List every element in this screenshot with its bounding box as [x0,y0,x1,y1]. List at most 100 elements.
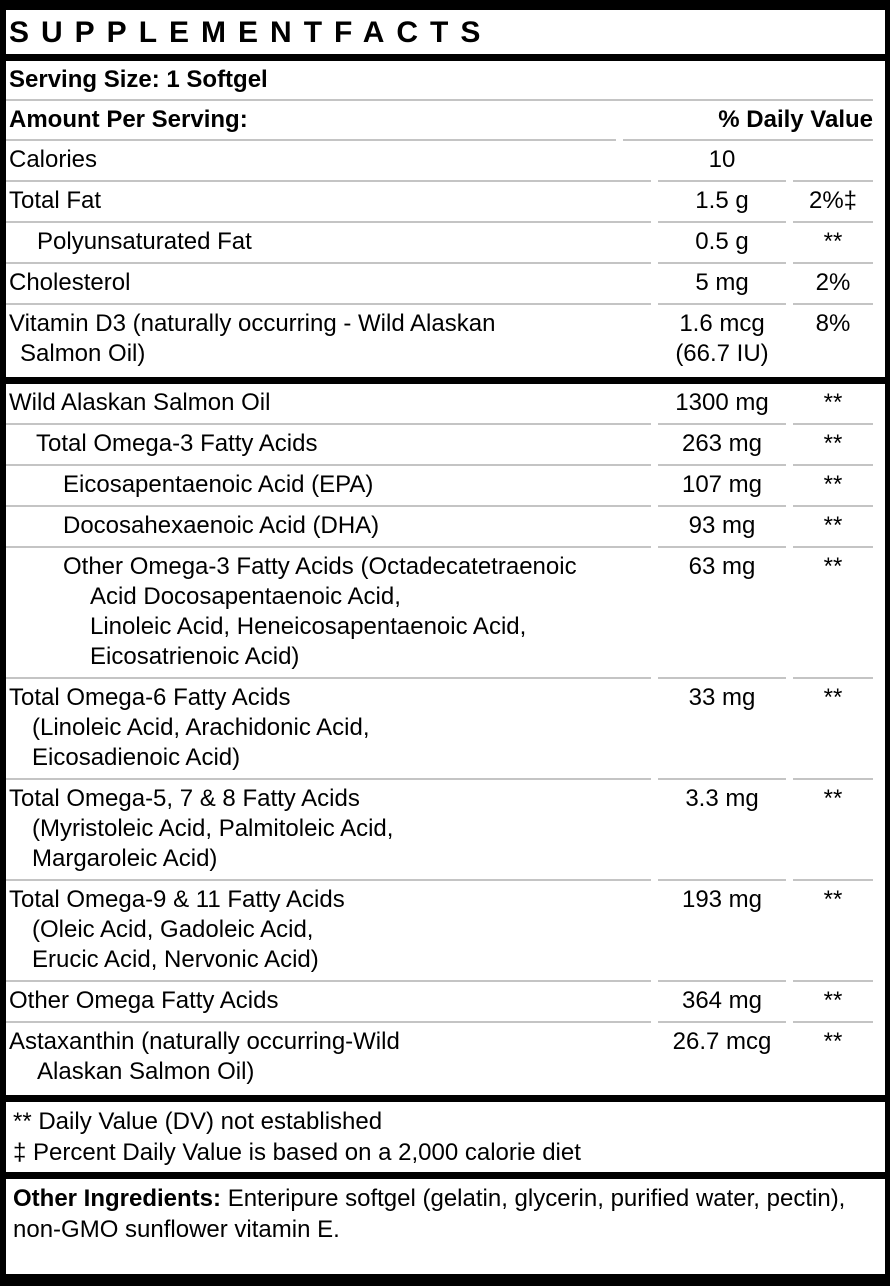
nutrient-name-line: (Myristoleic Acid, Palmitoleic Acid, [32,815,394,842]
serving-size: Serving Size: 1 Softgel [6,61,873,101]
nutrient-name-line: Vitamin D3 (naturally occurring - Wild A… [9,310,496,337]
nutrient-name-line: Linoleic Acid, Heneicosapentaenoic Acid, [90,613,527,640]
nutrient-amount-line: 63 mg [688,553,756,580]
nutrient-name-line: Erucic Acid, Nervonic Acid) [32,946,319,973]
nutrient-row: Other Omega Fatty Acids 364 mg ** [6,982,873,1023]
nutrient-name: Total Omega-5, 7 & 8 Fatty Acids (Myristo… [6,780,651,881]
nutrient-daily-value-text: ** [823,430,843,457]
nutrient-amount-line: 3.3 mg [685,785,759,812]
nutrient-row: Calories 10 [6,141,873,182]
nutrient-daily-value: ** [793,548,873,679]
nutrient-row: Polyunsaturated Fat 0.5 g ** [6,223,873,264]
label-title: SUPPLEMENTFACTS [6,10,885,61]
nutrient-amount: 1.6 mcg (66.7 IU) [658,305,786,377]
nutrient-daily-value: 2% [793,264,873,305]
nutrient-name: Total Omega-3 Fatty Acids [6,425,651,466]
nutrient-name-line: Total Omega-5, 7 & 8 Fatty Acids [9,785,360,812]
nutrient-name-line: Total Fat [9,187,102,214]
footnote-percent-dv: ‡ Percent Daily Value is based on a 2,00… [13,1139,581,1166]
nutrient-daily-value: ** [793,982,873,1023]
nutrient-row: Astaxanthin (naturally occurring-Wild Ala… [6,1023,873,1095]
nutrient-name-line: Other Omega Fatty Acids [9,987,279,1014]
other-ingredients-label: Other Ingredients: [13,1185,222,1212]
nutrient-name-line: Calories [9,146,98,173]
nutrient-amount: 1300 mg [658,384,786,425]
nutrient-amount: 63 mg [658,548,786,679]
nutrient-amount-line: 10 [708,146,736,173]
nutrient-name: Eicosapentaenoic Acid (EPA) [6,466,651,507]
nutrient-amount-line: 1300 mg [675,389,769,416]
nutrient-row: Total Omega-3 Fatty Acids 263 mg ** [6,425,873,466]
nutrient-amount: 107 mg [658,466,786,507]
nutrient-amount: 3.3 mg [658,780,786,881]
column-header-row: Amount Per Serving: % Daily Value [6,101,873,141]
nutrient-name-line: Docosahexaenoic Acid (DHA) [63,512,380,539]
nutrient-daily-value-text: ** [823,1028,843,1055]
nutrient-daily-value: 2%‡ [793,182,873,223]
nutrient-daily-value-text: ** [823,987,843,1014]
nutrient-name: Cholesterol [6,264,651,305]
nutrient-daily-value: ** [793,466,873,507]
nutrient-name-line: Wild Alaskan Salmon Oil [9,389,271,416]
nutrient-amount: 193 mg [658,881,786,982]
nutrient-amount: 0.5 g [658,223,786,264]
nutrient-name-line: Total Omega-6 Fatty Acids [9,684,291,711]
other-ingredients: Other Ingredients: Enteripure softgel (g… [6,1179,885,1249]
nutrient-row: Wild Alaskan Salmon Oil 1300 mg ** [6,384,873,425]
section-divider [6,377,885,384]
daily-value-header: % Daily Value [623,101,873,141]
nutrient-name: Other Omega-3 Fatty Acids (Octadecatetra… [6,548,651,679]
nutrient-row: Eicosapentaenoic Acid (EPA) 107 mg ** [6,466,873,507]
nutrient-name-line: Salmon Oil) [20,340,146,367]
nutrient-name-line: Other Omega-3 Fatty Acids (Octadecatetra… [63,553,577,580]
nutrient-name: Polyunsaturated Fat [6,223,651,264]
nutrient-amount-line: 263 mg [681,430,763,457]
nutrient-daily-value: 8% [793,305,873,377]
nutrient-rows: Calories 10 Total Fat 1.5 g 2%‡ Polyunsaturat… [6,141,885,1102]
nutrient-amount-line: 93 mg [688,512,756,539]
nutrient-amount: 33 mg [658,679,786,780]
nutrient-name-line: (Oleic Acid, Gadoleic Acid, [32,916,314,943]
nutrient-name: Total Fat [6,182,651,223]
nutrient-row: Total Omega-6 Fatty Acids (Linoleic Acid,… [6,679,873,780]
nutrient-daily-value: ** [793,425,873,466]
amount-per-serving-header: Amount Per Serving: [6,101,616,141]
nutrient-daily-value-text: ** [823,684,843,711]
nutrient-name-line: (Linoleic Acid, Arachidonic Acid, [32,714,370,741]
nutrient-daily-value: ** [793,881,873,982]
nutrient-amount-line: 5 mg [695,269,749,296]
nutrient-daily-value-text: ** [823,785,843,812]
nutrient-daily-value-text: ** [823,512,843,539]
nutrient-name-line: Total Omega-9 & 11 Fatty Acids [9,886,345,913]
nutrient-name-line: Alaskan Salmon Oil) [37,1058,255,1085]
nutrient-daily-value-text: 2%‡ [808,187,858,214]
nutrient-row: Vitamin D3 (naturally occurring - Wild A… [6,305,873,377]
nutrient-daily-value-text: 8% [815,310,851,337]
nutrient-name: Astaxanthin (naturally occurring-Wild Ala… [6,1023,651,1095]
nutrient-daily-value-text: ** [823,228,843,255]
nutrient-name-line: Eicosapentaenoic Acid (EPA) [63,471,374,498]
nutrient-name: Total Omega-9 & 11 Fatty Acids (Oleic Aci… [6,881,651,982]
footnotes: ** Daily Value (DV) not established ‡ Pe… [6,1102,885,1172]
nutrient-name: Other Omega Fatty Acids [6,982,651,1023]
nutrient-name-line: Acid Docosapentaenoic Acid, [90,583,401,610]
nutrient-amount-line: 364 mg [681,987,763,1014]
nutrient-daily-value-text: ** [823,886,843,913]
nutrient-row: Total Fat 1.5 g 2%‡ [6,182,873,223]
nutrient-daily-value: ** [793,507,873,548]
nutrient-amount-line: 1.6 mcg [679,310,765,337]
nutrient-amount-line: 26.7 mcg [672,1028,772,1055]
nutrient-daily-value-text: ** [823,389,843,416]
nutrient-name: Docosahexaenoic Acid (DHA) [6,507,651,548]
nutrient-daily-value: ** [793,384,873,425]
nutrient-row: Docosahexaenoic Acid (DHA) 93 mg ** [6,507,873,548]
nutrient-name-line: Eicosatrienoic Acid) [90,643,300,670]
nutrient-amount-line: 107 mg [681,471,763,498]
nutrient-name: Calories [6,141,651,182]
nutrient-name-line: Total Omega-3 Fatty Acids [36,430,318,457]
nutrient-amount: 26.7 mcg [658,1023,786,1095]
nutrient-amount-line: 33 mg [688,684,756,711]
nutrient-name-line: Astaxanthin (naturally occurring-Wild [9,1028,400,1055]
nutrient-daily-value-text: ** [823,553,843,580]
